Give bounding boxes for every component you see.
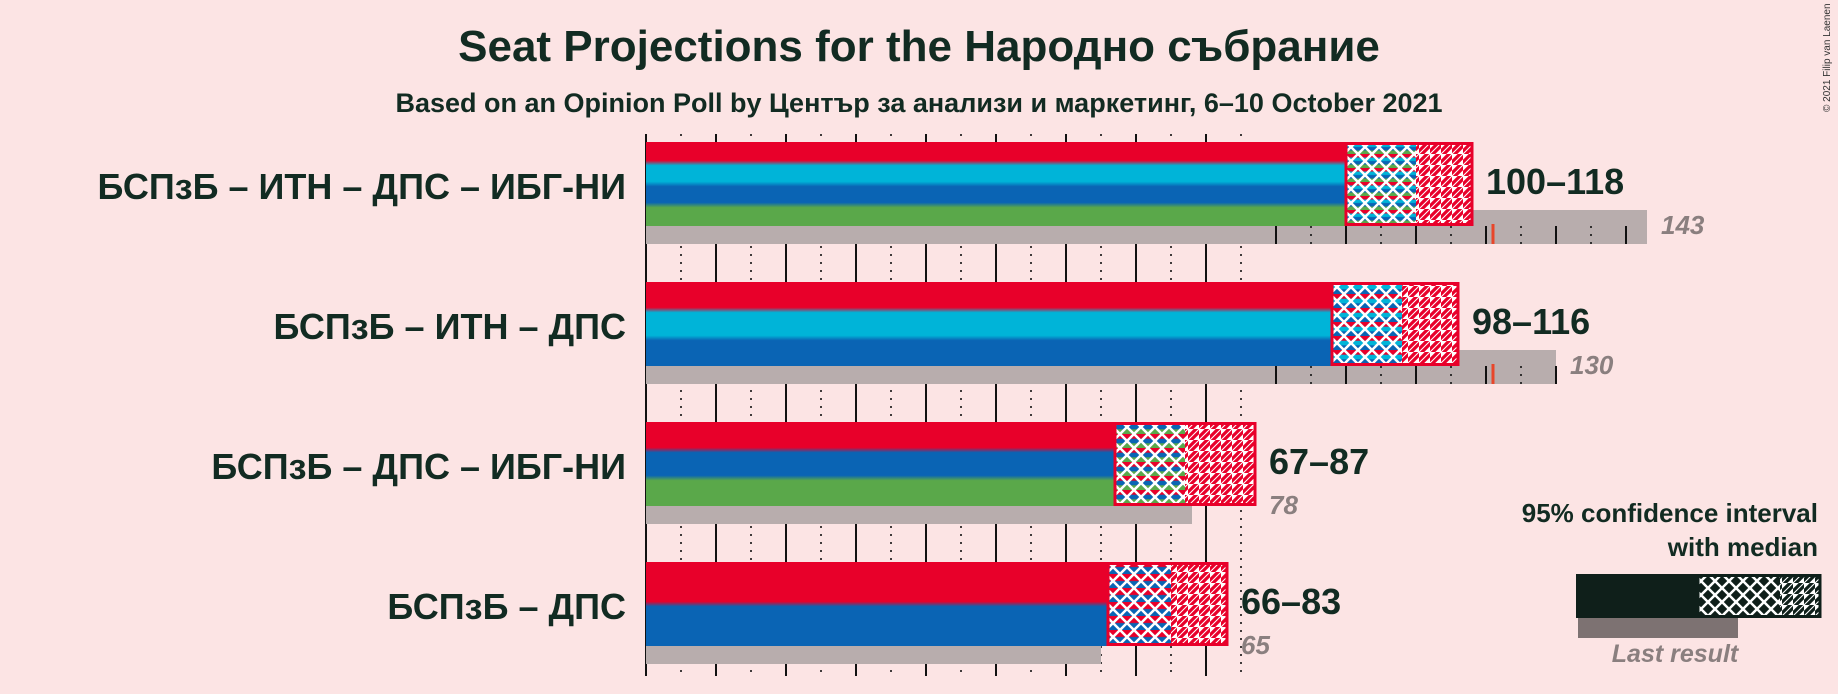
ci-solid-bar <box>646 562 1108 646</box>
legend-ci-line1: 95% confidence interval <box>1521 498 1818 528</box>
legend-ci-solid <box>1576 574 1698 618</box>
ci-solid-bar <box>646 142 1346 226</box>
row-1: БСПзБ – ИТН – ДПС – ИБГ-НИ 100–118 143 <box>97 142 1705 244</box>
last-result-label: 130 <box>1570 350 1614 380</box>
legend-ci-upper-hatch <box>1780 574 1820 618</box>
range-label: 100–118 <box>1486 161 1624 202</box>
legend-graphic <box>1576 574 1822 638</box>
ci-lower-hatch <box>1115 422 1185 506</box>
row-4: БСПзБ – ДПС 66–83 65 <box>387 562 1341 664</box>
last-result-label: 78 <box>1269 490 1298 520</box>
last-result-label: 143 <box>1661 210 1705 240</box>
row-3: БСПзБ – ДПС – ИБГ-НИ 67–87 78 <box>211 422 1369 524</box>
ci-lower-hatch <box>1108 562 1171 646</box>
ci-upper-hatch <box>1416 142 1472 226</box>
ci-solid-bar <box>646 422 1115 506</box>
ci-outline <box>1344 142 1474 226</box>
ci-lower-hatch <box>1332 282 1402 366</box>
legend-ci-lower-hatch <box>1698 574 1780 618</box>
ci-solid-bar <box>646 282 1332 366</box>
category-label: БСПзБ – ИТН – ДПС <box>274 306 626 347</box>
category-label: БСПзБ – ДПС <box>387 586 626 627</box>
legend-ci-label: 95% confidence interval with median <box>1458 496 1818 564</box>
category-label: БСПзБ – ДПС – ИБГ-НИ <box>211 446 626 487</box>
legend-ci-outline <box>1696 574 1822 618</box>
ci-outline <box>1113 422 1257 506</box>
chart-subtitle: Based on an Opinion Poll by Център за ан… <box>395 88 1443 118</box>
range-label: 98–116 <box>1472 301 1590 342</box>
ci-outline <box>1330 282 1460 366</box>
ci-upper-hatch <box>1402 282 1458 366</box>
category-label: БСПзБ – ИТН – ДПС – ИБГ-НИ <box>97 166 626 207</box>
legend-ci-line2: with median <box>1667 532 1818 562</box>
range-label: 67–87 <box>1269 441 1369 482</box>
legend-last-result-label: Last result <box>1611 640 1739 668</box>
ci-lower-hatch <box>1346 142 1416 226</box>
ci-upper-hatch <box>1171 562 1227 646</box>
ci-outline <box>1106 562 1229 646</box>
ci-upper-hatch <box>1185 422 1255 506</box>
chart-title: Seat Projections for the Народно събрани… <box>458 22 1380 71</box>
row-2: БСПзБ – ИТН – ДПС 98–116 130 <box>274 282 1614 384</box>
last-result-label: 65 <box>1241 630 1270 660</box>
range-label: 66–83 <box>1241 581 1341 622</box>
